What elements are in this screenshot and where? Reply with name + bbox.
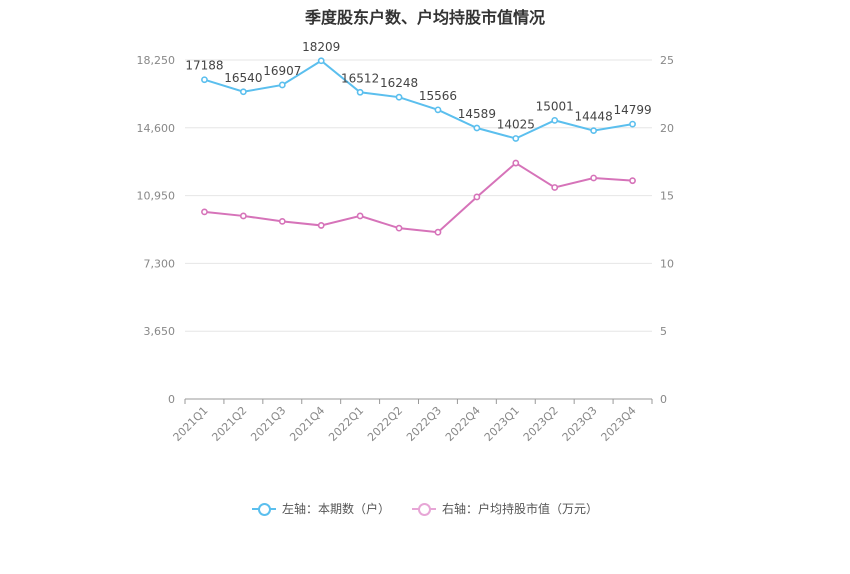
y-right-tick-label: 15 [660, 190, 674, 203]
data-point [239, 212, 247, 220]
data-point [434, 106, 442, 114]
x-tick-label: 2022Q4 [443, 404, 483, 444]
x-tick-label: 2021Q3 [248, 404, 288, 444]
y-right-tick-label: 5 [660, 325, 667, 338]
data-point [512, 135, 520, 142]
data-label: 16248 [380, 76, 418, 90]
x-tick-label: 2021Q1 [171, 404, 211, 444]
chart-title: 季度股东户数、户均持股市值情况 [304, 8, 545, 27]
data-point [551, 184, 559, 191]
x-tick-label: 2022Q1 [326, 404, 366, 444]
data-point [512, 159, 520, 167]
data-label: 18209 [302, 40, 340, 54]
legend-item-households[interactable]: 左轴：本期数（户） [251, 500, 390, 517]
series-lines [201, 57, 636, 236]
y-left-tick-label: 3,650 [144, 325, 176, 338]
legend-label-households: 左轴：本期数（户） [281, 502, 390, 516]
data-point [201, 76, 208, 84]
y-left-tick-label: 0 [168, 393, 175, 406]
y-left-tick-label: 10,950 [137, 190, 176, 203]
x-tick-label: 2023Q4 [599, 404, 639, 444]
y-right-tick-label: 20 [660, 122, 674, 135]
x-tick-label: 2023Q1 [482, 404, 522, 444]
x-tick-label: 2021Q2 [209, 404, 249, 444]
x-tick-label: 2023Q3 [560, 404, 600, 444]
data-label: 14448 [575, 110, 613, 124]
data-point [317, 222, 325, 229]
data-label: 17188 [185, 59, 223, 73]
y-right-tick-label: 0 [660, 393, 667, 406]
data-point [590, 127, 598, 135]
data-point [590, 174, 598, 182]
series-line-0 [204, 59, 633, 140]
y-left-tick-label: 7,300 [144, 257, 176, 270]
x-tick-label: 2022Q2 [365, 404, 405, 444]
data-point [278, 81, 286, 89]
x-tick-label: 2023Q2 [521, 404, 561, 444]
data-point [434, 228, 442, 236]
legend-item-avg-value[interactable]: 右轴：户均持股市值（万元） [412, 500, 598, 517]
legend: 左轴：本期数（户） 右轴：户均持股市值（万元） [0, 500, 850, 517]
data-point [239, 88, 247, 96]
x-tick-label: 2022Q3 [404, 404, 444, 444]
data-point [317, 57, 325, 65]
data-label: 16540 [224, 71, 262, 85]
x-tick-label: 2021Q4 [287, 404, 327, 444]
y-left-tick-label: 14,600 [137, 122, 176, 135]
data-label: 14589 [458, 107, 496, 121]
data-point [278, 217, 286, 225]
data-label: 15001 [536, 99, 574, 113]
legend-swatch-households-icon [251, 502, 276, 516]
data-point [473, 124, 481, 132]
data-point [629, 120, 636, 128]
data-point [356, 88, 364, 96]
data-point [201, 208, 208, 216]
legend-label-avg-value: 右轴：户均持股市值（万元） [442, 502, 599, 516]
data-label: 16907 [263, 64, 301, 78]
y-right-tick-label: 25 [660, 54, 674, 67]
data-point [356, 212, 364, 220]
y-left-tick-label: 18,250 [137, 54, 176, 67]
data-label: 14799 [613, 103, 651, 117]
data-label: 15566 [419, 89, 457, 103]
series-line-1 [204, 161, 633, 234]
data-label: 14025 [497, 117, 535, 131]
legend-swatch-avg-value-icon [412, 502, 436, 516]
data-point [551, 116, 559, 124]
data-label: 16512 [341, 71, 379, 85]
y-right-tick-label: 10 [660, 257, 674, 270]
data-point [395, 93, 403, 101]
data-point [395, 224, 403, 232]
data-point [629, 177, 636, 185]
data-point [473, 193, 481, 201]
